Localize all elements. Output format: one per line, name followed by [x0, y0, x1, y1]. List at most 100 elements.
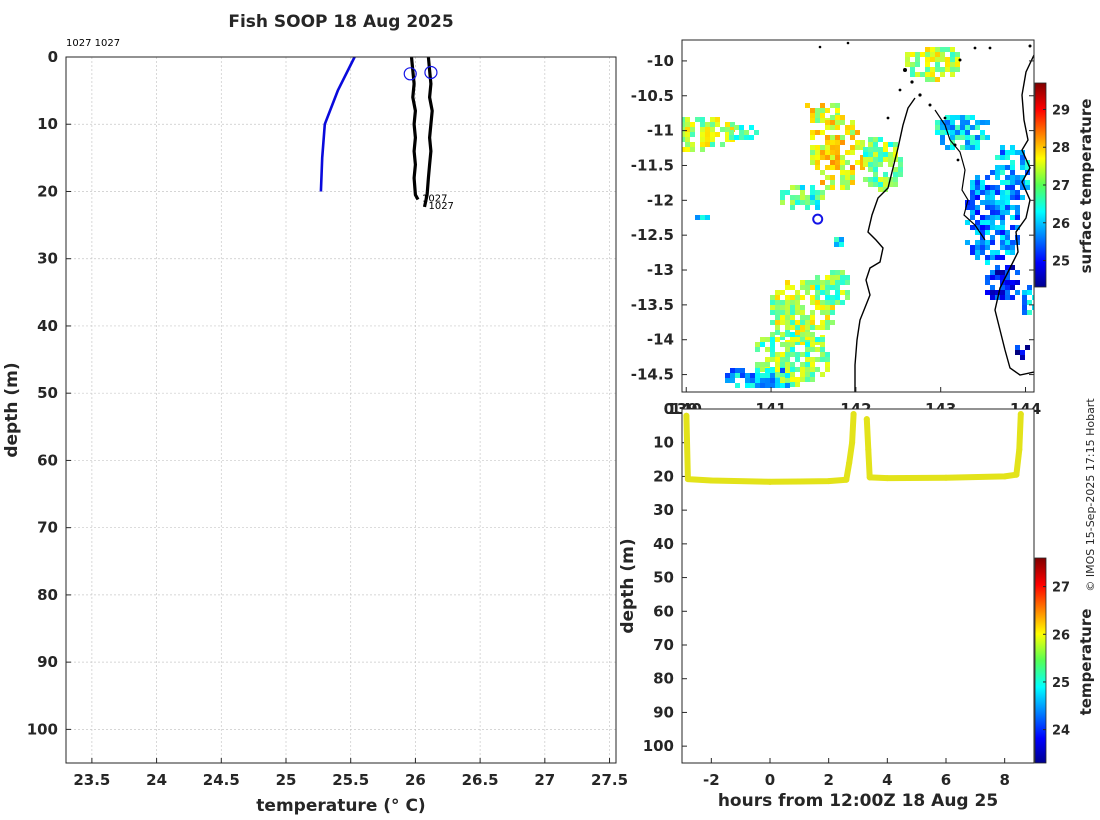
sst-pixel [1010, 285, 1015, 290]
sst-pixel [805, 372, 810, 377]
sst-pixel [1015, 270, 1020, 275]
sst-pixel [845, 185, 850, 190]
sst-pixel [775, 378, 780, 383]
sst-pixel [805, 335, 810, 340]
section-x-tick-label: 4 [882, 771, 892, 789]
sst-pixel [940, 72, 945, 77]
sst-pixel [734, 125, 739, 130]
sst-pixel [830, 175, 835, 180]
sst-pixel [910, 72, 915, 77]
sst-pixel [1010, 170, 1015, 175]
sst-pixel [1022, 305, 1027, 310]
sst-pixel [1020, 165, 1025, 170]
sst-pixel [820, 170, 825, 175]
profile-x-tick-label: 24 [146, 771, 167, 789]
sst-pixel [670, 142, 675, 147]
sst-pixel [1000, 285, 1005, 290]
sst-pixel [940, 67, 945, 72]
sst-pixel [810, 195, 815, 200]
sst-pixel [775, 305, 780, 310]
sst-pixel [965, 135, 970, 140]
sst-pixel [965, 140, 970, 145]
sst-pixel [725, 378, 730, 383]
sst-pixel [845, 160, 850, 165]
sst-pixel [682, 147, 685, 152]
sst-pixel [850, 125, 855, 130]
sst-pixel [935, 67, 940, 72]
sst-pixel [1025, 345, 1030, 350]
sst-pixel [1000, 195, 1005, 200]
sst-pixel [830, 185, 835, 190]
sst-pixel [905, 57, 910, 62]
sst-pixel [883, 187, 888, 192]
sst-pixel [1020, 355, 1025, 360]
section-x-tick-label: 2 [823, 771, 833, 789]
sst-pixel [825, 300, 830, 305]
sst-pixel [825, 357, 830, 362]
sst-pixel [810, 332, 815, 337]
sst-pixel [863, 177, 868, 182]
sst-pixel [805, 315, 810, 320]
sst-pixel [805, 347, 810, 352]
sst-pixel [975, 120, 980, 125]
sst-pixel [780, 320, 785, 325]
sst-pixel [835, 145, 840, 150]
sst-pixel [920, 52, 925, 57]
sst-pixel [785, 315, 790, 320]
sst-pixel [975, 210, 980, 215]
sst-pixel [860, 160, 865, 165]
section-y-label: depth (m) [618, 538, 638, 633]
sst-pixel [815, 118, 820, 123]
sst-pixel [780, 342, 785, 347]
sst-pixel [1005, 205, 1010, 210]
sst-pixel [710, 132, 715, 137]
sst-pixel [770, 332, 775, 337]
sst-pixel [945, 115, 950, 120]
sst-pixel [805, 377, 810, 382]
sst-pixel [765, 337, 770, 342]
sst-pixel [815, 150, 820, 155]
sst-pixel [950, 62, 955, 67]
sst-pixel [835, 280, 840, 285]
sst-pixel [1000, 230, 1005, 235]
sst-pixel [830, 295, 835, 300]
sst-pixel [840, 120, 845, 125]
sst-pixel [815, 145, 820, 150]
sst-pixel [980, 120, 985, 125]
sst-pixel [893, 172, 898, 177]
sst-pixel [1000, 270, 1005, 275]
sst-pixel [873, 152, 878, 157]
sst-pixel [795, 325, 800, 330]
sst-pixel [1005, 295, 1010, 300]
sst-pixel [790, 300, 795, 305]
sst-pixel [675, 137, 680, 142]
sst-pixel [800, 352, 805, 357]
sst-pixel [1005, 230, 1010, 235]
sst-pixel [815, 280, 820, 285]
sst-pixel [770, 295, 775, 300]
sst-pixel [770, 352, 775, 357]
sst-pixel [835, 155, 840, 160]
section-point [1013, 471, 1020, 478]
sst-pixel [725, 137, 730, 142]
sst-pixel [990, 215, 995, 220]
sst-pixel [815, 113, 820, 118]
sst-pixel [785, 362, 790, 367]
sst-pixel [795, 330, 800, 335]
sst-pixel [935, 130, 940, 135]
coastline-bay [934, 109, 986, 241]
sst-pixel [1005, 265, 1010, 270]
sst-pixel [975, 220, 980, 225]
sst-pixel [845, 150, 850, 155]
section-x-tick-label: -2 [703, 771, 720, 789]
sst-pixel [985, 260, 990, 265]
sst-pixel [975, 190, 980, 195]
sst-pixel [955, 125, 960, 130]
profile-x-label: temperature (° C) [256, 796, 425, 816]
sst-pixel [739, 130, 744, 135]
sst-pixel [815, 165, 820, 170]
sst-pixel [990, 185, 995, 190]
sst-pixel [795, 195, 800, 200]
sst-pixel [800, 332, 805, 337]
sst-pixel [815, 340, 820, 345]
